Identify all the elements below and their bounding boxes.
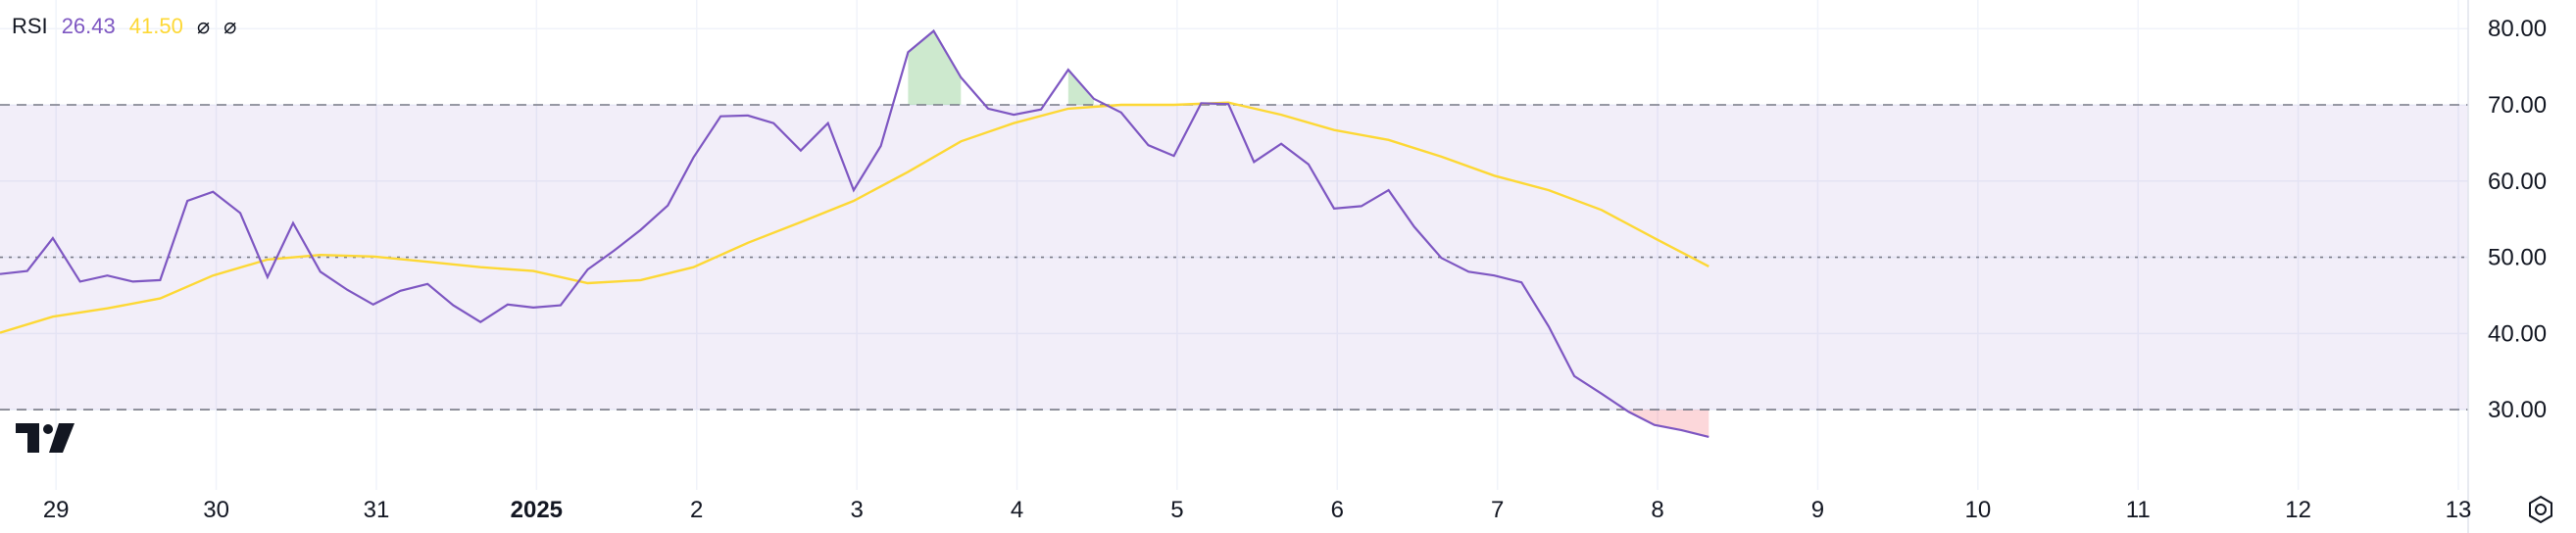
x-tick-label: 3 <box>850 497 863 523</box>
x-tick-label: 11 <box>2126 497 2151 523</box>
x-tick-label: 9 <box>1811 497 1824 523</box>
rsi-series-line <box>0 28 1709 438</box>
y-tick-label: 40.00 <box>2488 320 2547 347</box>
indicator-name[interactable]: RSI <box>12 14 48 38</box>
x-tick-label: 5 <box>1170 497 1183 523</box>
y-tick-label: 60.00 <box>2488 169 2547 195</box>
empty-set-icon[interactable]: ⌀ <box>196 14 211 38</box>
x-tick-label: 12 <box>2285 497 2311 523</box>
settings-gear-icon[interactable] <box>2525 494 2556 530</box>
rsi-value: 26.43 <box>61 14 116 38</box>
x-tick-label: 4 <box>1011 497 1023 523</box>
overbought-fill <box>908 30 962 106</box>
x-tick-label: 8 <box>1651 497 1663 523</box>
x-axis-ticks[interactable]: 29 30 31 2025 2 3 4 5 6 7 8 9 10 11 12 13 <box>43 497 2472 523</box>
x-tick-label: 13 <box>2446 497 2472 523</box>
indicator-legend[interactable]: RSI 26.43 41.50 ⌀ ⌀ <box>12 14 236 39</box>
x-tick-label: 6 <box>1331 497 1344 523</box>
empty-set-icon[interactable]: ⌀ <box>223 14 237 38</box>
x-tick-label: 7 <box>1491 497 1504 523</box>
tradingview-logo-icon[interactable] <box>16 423 78 458</box>
x-tick-label: 29 <box>43 497 70 523</box>
oversold-fill <box>1628 410 1709 437</box>
ma-series-line <box>0 101 1709 334</box>
x-tick-label: 30 <box>203 497 229 523</box>
x-tick-label: 10 <box>1964 497 1991 523</box>
y-tick-label: 50.00 <box>2488 245 2547 271</box>
y-tick-label: 70.00 <box>2488 92 2547 119</box>
x-tick-label: 2025 <box>511 497 563 523</box>
y-axis-ticks[interactable]: 80.00 70.00 60.00 50.00 40.00 30.00 <box>2488 16 2547 423</box>
ma-value: 41.50 <box>128 14 183 38</box>
x-tick-label: 31 <box>364 497 390 523</box>
y-tick-label: 30.00 <box>2488 397 2547 423</box>
y-tick-label: 80.00 <box>2488 16 2547 42</box>
x-tick-label: 2 <box>690 497 703 523</box>
